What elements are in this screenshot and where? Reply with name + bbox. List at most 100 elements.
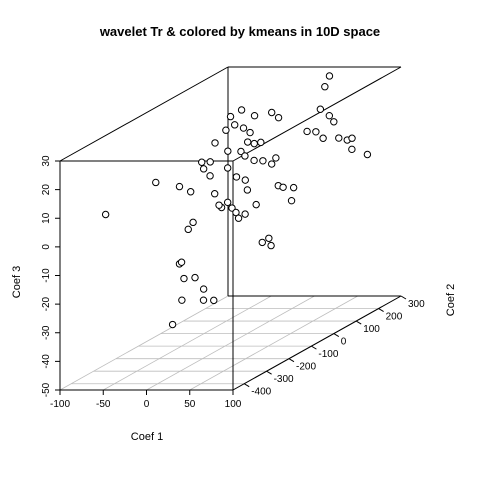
data-point bbox=[101, 210, 110, 219]
data-point bbox=[316, 105, 325, 113]
floor-grid-line bbox=[189, 295, 358, 391]
y-tick-label: -300 bbox=[274, 374, 294, 385]
box-edge bbox=[59, 66, 229, 162]
floor-grid-line bbox=[146, 295, 315, 391]
data-point bbox=[243, 138, 252, 146]
data-point bbox=[319, 134, 327, 142]
data-point bbox=[211, 139, 219, 147]
data-point bbox=[180, 274, 188, 283]
data-point bbox=[168, 320, 177, 329]
data-point bbox=[237, 106, 246, 114]
data-point bbox=[178, 296, 186, 304]
data-point bbox=[335, 134, 343, 142]
y-tick-mark bbox=[333, 333, 340, 338]
data-point bbox=[177, 258, 186, 266]
data-point bbox=[267, 241, 275, 250]
data-point bbox=[246, 128, 254, 137]
x-tick-label: 100 bbox=[225, 399, 242, 410]
data-point bbox=[330, 118, 338, 126]
data-point bbox=[321, 83, 329, 91]
y-tick-mark bbox=[355, 320, 362, 325]
floor-grid bbox=[59, 295, 402, 391]
data-point bbox=[289, 183, 298, 192]
data-point bbox=[241, 152, 249, 160]
data-point bbox=[210, 296, 218, 305]
data-point bbox=[234, 214, 243, 222]
data-point bbox=[206, 172, 214, 180]
data-point bbox=[287, 196, 296, 205]
data-point bbox=[211, 190, 219, 198]
y-tick-label: 100 bbox=[363, 324, 380, 335]
y-tick-mark bbox=[288, 358, 295, 363]
data-point bbox=[363, 150, 372, 159]
data-point bbox=[348, 145, 356, 154]
data-point bbox=[258, 238, 266, 247]
x-tick-label: -100 bbox=[50, 399, 70, 410]
data-point bbox=[223, 198, 232, 207]
floor-grid-line bbox=[59, 295, 229, 391]
y-tick-label: -200 bbox=[296, 362, 316, 373]
z-axis: -50 -40 -30 -20 -10 0 10 20 30 bbox=[41, 155, 60, 397]
box-edge bbox=[232, 66, 402, 162]
data-point bbox=[222, 126, 230, 134]
y-tick-mark bbox=[378, 308, 384, 312]
data-points bbox=[101, 72, 372, 329]
data-point bbox=[325, 111, 334, 120]
data-point bbox=[199, 296, 208, 304]
data-point bbox=[265, 234, 273, 242]
y-tick-label: 0 bbox=[341, 337, 347, 348]
y-tick-label: 200 bbox=[386, 312, 403, 323]
y-tick-label: -400 bbox=[251, 387, 271, 398]
data-point bbox=[198, 158, 206, 166]
y-tick-label: -100 bbox=[318, 349, 338, 360]
z-tick-label: 10 bbox=[41, 212, 52, 224]
x-axis: -100 -50 0 50 100 bbox=[50, 390, 242, 410]
data-point bbox=[191, 273, 199, 282]
y-tick-mark bbox=[311, 345, 317, 350]
z-tick-label: -10 bbox=[41, 268, 52, 283]
z-axis-title: Coef 3 bbox=[11, 266, 23, 298]
data-point bbox=[312, 128, 320, 136]
z-tick-label: -30 bbox=[41, 325, 52, 340]
data-point bbox=[215, 201, 223, 209]
y-tick-mark bbox=[266, 370, 272, 375]
y-tick-mark bbox=[243, 383, 250, 388]
box-edge bbox=[232, 295, 402, 391]
data-point bbox=[279, 183, 287, 191]
data-point bbox=[226, 112, 235, 121]
data-point bbox=[274, 113, 283, 122]
z-tick-label: -50 bbox=[41, 382, 52, 397]
y-tick-label: 300 bbox=[408, 299, 425, 310]
data-point bbox=[250, 139, 258, 148]
data-point bbox=[186, 188, 195, 196]
data-point bbox=[223, 164, 232, 172]
x-axis-title: Coef 1 bbox=[131, 431, 163, 443]
data-point bbox=[272, 154, 280, 162]
data-point bbox=[259, 157, 267, 165]
floor-grid-line bbox=[103, 295, 272, 391]
data-point bbox=[206, 158, 214, 166]
data-point bbox=[243, 186, 252, 194]
y-tick-mark bbox=[400, 295, 407, 300]
data-point bbox=[199, 165, 208, 173]
data-point bbox=[237, 147, 245, 156]
z-tick-label: 30 bbox=[41, 155, 52, 167]
x-tick-label: 0 bbox=[144, 399, 150, 410]
data-point bbox=[268, 160, 276, 168]
chart-title: wavelet Tr & colored by kmeans in 10D sp… bbox=[99, 24, 380, 39]
data-point bbox=[184, 225, 192, 234]
data-point bbox=[252, 200, 260, 209]
data-point bbox=[241, 210, 249, 218]
z-tick-label: 20 bbox=[41, 184, 52, 196]
data-point bbox=[228, 204, 236, 212]
data-point bbox=[257, 138, 265, 147]
z-tick-label: -40 bbox=[41, 354, 52, 369]
data-point bbox=[199, 285, 208, 293]
data-point bbox=[250, 156, 258, 165]
z-tick-label: 0 bbox=[41, 244, 52, 250]
data-point bbox=[241, 176, 249, 184]
data-point bbox=[250, 112, 259, 120]
x-tick-label: -50 bbox=[96, 399, 111, 410]
data-point bbox=[268, 108, 276, 117]
